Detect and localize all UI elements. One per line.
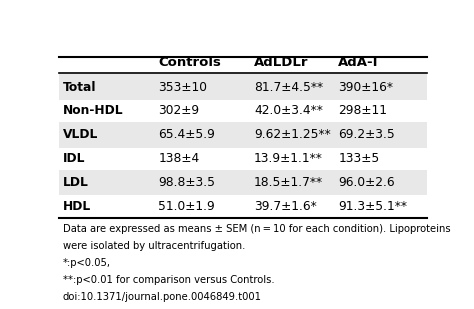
Text: 98.8±3.5: 98.8±3.5 xyxy=(158,176,216,189)
FancyBboxPatch shape xyxy=(59,122,427,148)
Text: VLDL: VLDL xyxy=(63,128,98,141)
Text: 69.2±3.5: 69.2±3.5 xyxy=(338,128,395,141)
FancyBboxPatch shape xyxy=(59,74,427,100)
Text: LDL: LDL xyxy=(63,176,89,189)
Text: 91.3±5.1**: 91.3±5.1** xyxy=(338,200,408,213)
FancyBboxPatch shape xyxy=(59,170,427,195)
Text: 138±4: 138±4 xyxy=(158,152,200,165)
Text: 298±11: 298±11 xyxy=(338,104,387,117)
Text: were isolated by ultracentrifugation.: were isolated by ultracentrifugation. xyxy=(63,241,246,251)
Text: Controls: Controls xyxy=(158,56,221,69)
Text: Non-HDL: Non-HDL xyxy=(63,104,124,117)
Text: 39.7±1.6*: 39.7±1.6* xyxy=(254,200,317,213)
Text: AdA-I: AdA-I xyxy=(338,56,379,69)
Text: Total: Total xyxy=(63,81,96,94)
Text: 42.0±3.4**: 42.0±3.4** xyxy=(254,104,323,117)
Text: 390±16*: 390±16* xyxy=(338,81,393,94)
Text: **:p<0.01 for comparison versus Controls.: **:p<0.01 for comparison versus Controls… xyxy=(63,275,274,285)
Text: 18.5±1.7**: 18.5±1.7** xyxy=(254,176,323,189)
Text: IDL: IDL xyxy=(63,152,85,165)
Text: 65.4±5.9: 65.4±5.9 xyxy=(158,128,215,141)
Text: HDL: HDL xyxy=(63,200,91,213)
Text: 96.0±2.6: 96.0±2.6 xyxy=(338,176,395,189)
Text: Data are expressed as means ± SEM (n = 10 for each condition). Lipoproteins: Data are expressed as means ± SEM (n = 1… xyxy=(63,224,451,234)
Text: 81.7±4.5**: 81.7±4.5** xyxy=(254,81,323,94)
Text: 9.62±1.25**: 9.62±1.25** xyxy=(254,128,331,141)
Text: 302±9: 302±9 xyxy=(158,104,200,117)
Text: 133±5: 133±5 xyxy=(338,152,380,165)
Text: *:p<0.05,: *:p<0.05, xyxy=(63,258,111,268)
Text: 353±10: 353±10 xyxy=(158,81,208,94)
Text: AdLDLr: AdLDLr xyxy=(254,56,309,69)
Text: doi:10.1371/journal.pone.0046849.t001: doi:10.1371/journal.pone.0046849.t001 xyxy=(63,292,262,303)
Text: 13.9±1.1**: 13.9±1.1** xyxy=(254,152,323,165)
Text: 51.0±1.9: 51.0±1.9 xyxy=(158,200,215,213)
